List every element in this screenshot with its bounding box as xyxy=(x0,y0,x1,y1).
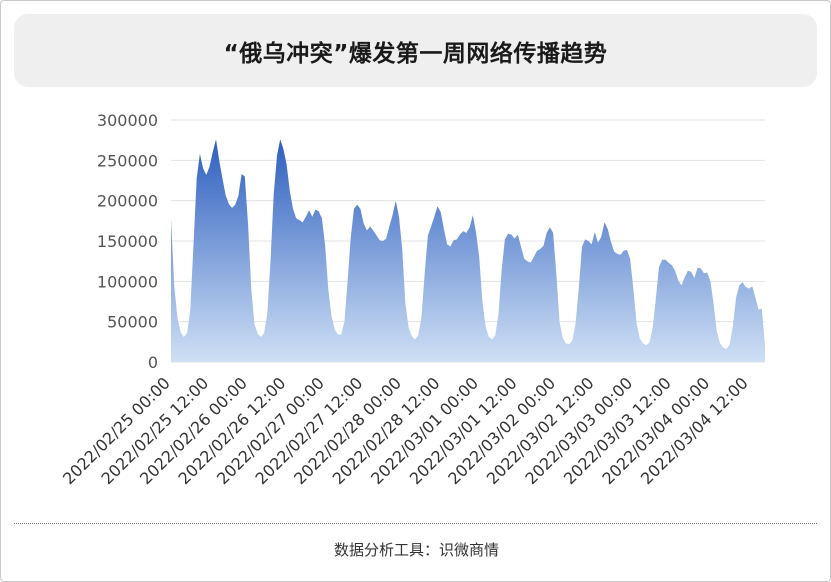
footer-divider xyxy=(14,523,817,524)
source-footer: 数据分析工具：识微商情 xyxy=(333,541,499,559)
title-banner: “俄乌冲突”爆发第一周网络传播趋势 xyxy=(14,14,817,87)
y-tick-label: 250000 xyxy=(97,151,158,170)
y-tick-label: 200000 xyxy=(97,192,158,211)
y-tick-label: 100000 xyxy=(97,272,158,291)
y-tick-label: 0 xyxy=(148,353,158,372)
y-tick-label: 300000 xyxy=(97,111,158,130)
y-axis: 0 50000 100000 150000 200000 250000 300000 xyxy=(97,111,158,372)
chart-title: “俄乌冲突”爆发第一周网络传播趋势 xyxy=(223,40,608,67)
area-series xyxy=(171,139,765,362)
area-series-fill xyxy=(171,139,765,362)
y-tick-label: 50000 xyxy=(107,313,158,332)
y-tick-label: 150000 xyxy=(97,232,158,251)
